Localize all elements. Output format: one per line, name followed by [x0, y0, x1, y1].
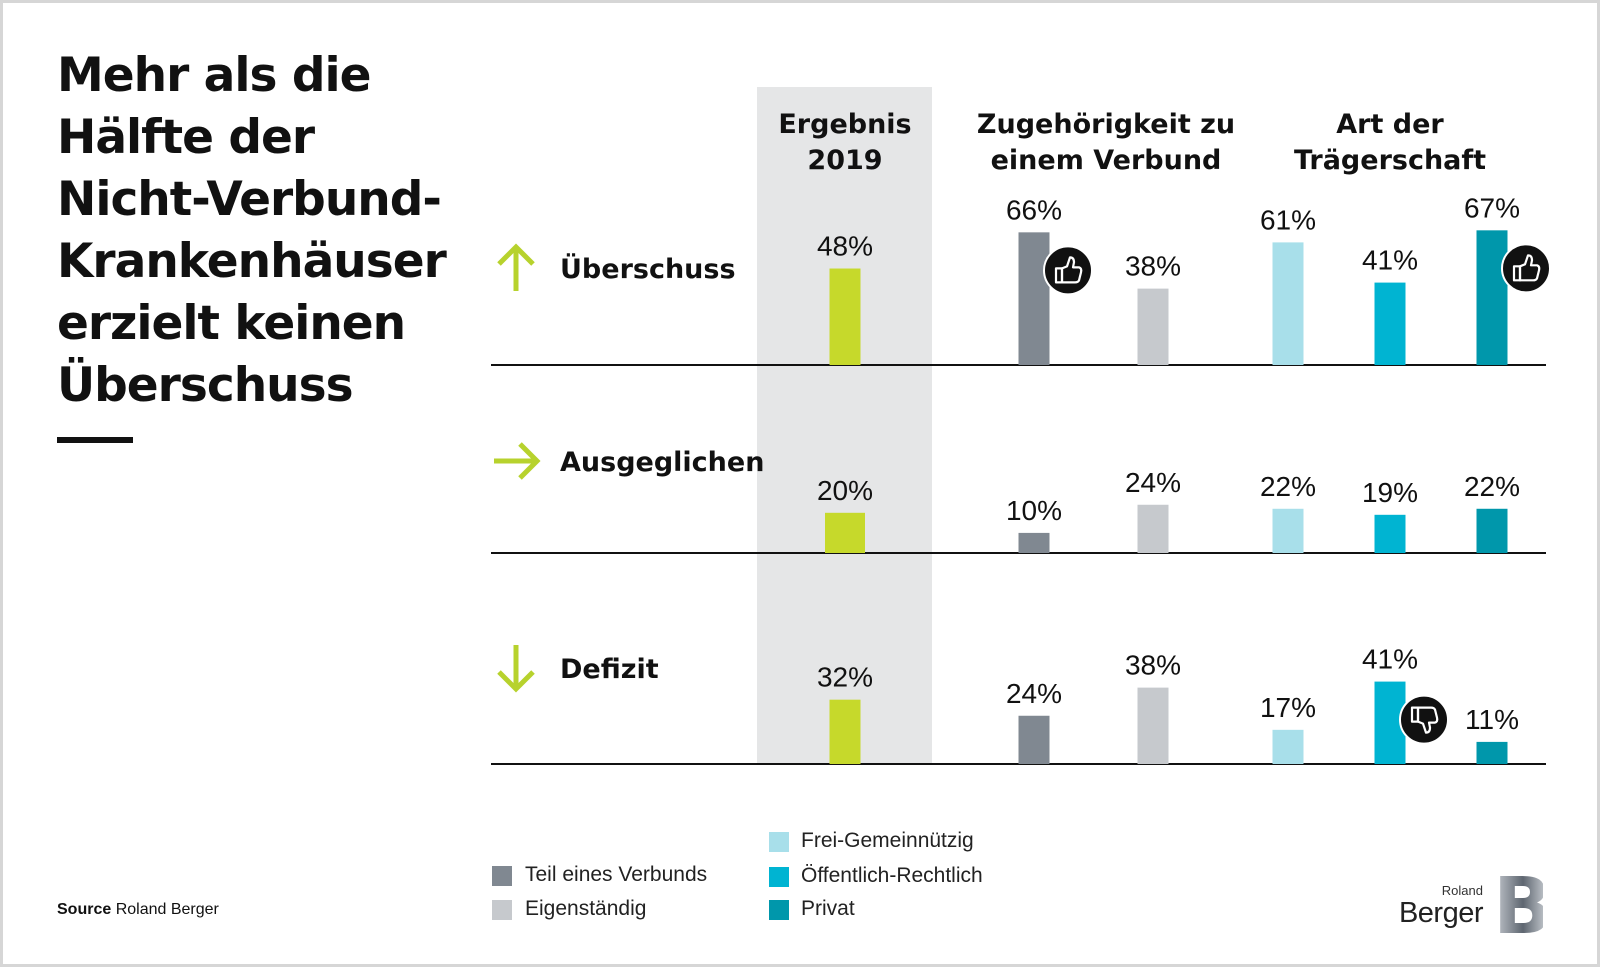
value-label-überschuss-2: 66% — [1006, 194, 1062, 225]
value-label-ausgeglichen-4: 22% — [1260, 471, 1316, 502]
row-label-defizit: Defizit — [560, 654, 659, 685]
value-label-defizit-5: 41% — [1362, 644, 1418, 675]
legend-label-1: Teil eines Verbunds — [525, 863, 708, 886]
arrow-up-icon — [497, 243, 535, 291]
arrow-head — [497, 670, 535, 693]
source-note: Source Roland Berger — [57, 901, 219, 919]
bar-defizit-4 — [1272, 729, 1304, 764]
value-label-ausgeglichen-5: 19% — [1362, 477, 1418, 508]
thumbs-down-icon — [1399, 694, 1449, 745]
bar-defizit-2 — [1018, 715, 1050, 764]
bar-ausgeglichen-3 — [1137, 504, 1169, 553]
thumbs-up-icon — [1501, 243, 1551, 294]
legend-label-4: Öffentlich-Rechtlich — [801, 864, 983, 887]
value-label-defizit-2: 24% — [1006, 678, 1062, 709]
legend-swatch-3 — [769, 832, 789, 852]
bar-überschuss-4 — [1272, 242, 1304, 365]
source-text: Roland Berger — [115, 901, 219, 918]
arrow-right-icon — [494, 442, 541, 480]
thumb-hand — [1416, 706, 1439, 734]
legend-swatch-1 — [492, 866, 512, 886]
group-header-1-line-2: 2019 — [807, 145, 882, 176]
value-label-überschuss-6: 67% — [1464, 192, 1520, 223]
logo-mark: B — [1493, 862, 1553, 952]
bar-überschuss-5 — [1374, 282, 1406, 365]
thumb-glyph — [1054, 256, 1083, 284]
thumbs-up-icon — [1043, 245, 1093, 296]
thumb-glyph — [1410, 706, 1439, 734]
bar-defizit-3 — [1137, 687, 1169, 764]
source-label: Source — [57, 901, 112, 918]
badge-circle — [1501, 243, 1551, 294]
headline: Mehr als die Hälfte der Nicht-Verbund-Kr… — [57, 48, 447, 413]
legend-swatch-5 — [769, 900, 789, 920]
value-label-defizit-1: 32% — [817, 662, 873, 693]
group-header-3-line-2: Trägerschaft — [1294, 145, 1486, 176]
legend-label-2: Eigenständig — [525, 897, 647, 920]
badge-circle — [1399, 694, 1449, 745]
arrow-head — [518, 442, 541, 480]
bar-ausgeglichen-5 — [1374, 514, 1406, 553]
value-label-ausgeglichen-3: 24% — [1125, 467, 1181, 498]
value-label-überschuss-5: 41% — [1362, 245, 1418, 276]
arrow-head — [497, 243, 535, 266]
thumb-hand — [1518, 254, 1541, 282]
value-label-überschuss-3: 38% — [1125, 251, 1181, 282]
value-label-defizit-3: 38% — [1125, 650, 1181, 681]
value-label-defizit-6: 11% — [1465, 704, 1519, 735]
value-label-defizit-4: 17% — [1260, 692, 1316, 723]
bar-überschuss-3 — [1137, 288, 1169, 365]
row-label-überschuss: Überschuss — [560, 252, 736, 285]
row-label-ausgeglichen: Ausgeglichen — [560, 447, 764, 478]
badge-circle — [1043, 245, 1093, 296]
logo-line1: Roland — [1441, 883, 1483, 898]
bar-defizit-1 — [829, 699, 861, 764]
bar-überschuss-6 — [1476, 230, 1508, 365]
roland-berger-logo: Roland Berger B — [1397, 862, 1553, 952]
legend-label-5: Privat — [801, 897, 855, 920]
chart: Ergebnis 2019 Zugehörigkeit zu einem Verbun… — [491, 87, 1551, 765]
thumb-glyph — [1512, 254, 1541, 282]
bar-überschuss-1 — [829, 268, 861, 365]
headline-underline — [57, 437, 133, 443]
legend-swatch-4 — [769, 867, 789, 887]
value-label-überschuss-1: 48% — [817, 231, 873, 262]
value-label-überschuss-4: 61% — [1260, 204, 1316, 235]
group-header-2-line-2: einem Verbund — [991, 145, 1222, 176]
arrow-down-icon — [497, 645, 535, 693]
thumb-hand — [1060, 256, 1083, 284]
group-header-2-line-1: Zugehörigkeit zu — [977, 109, 1235, 140]
group-header-1-line-1: Ergebnis — [778, 109, 911, 140]
bar-ausgeglichen-4 — [1272, 508, 1304, 553]
legend-swatch-2 — [492, 900, 512, 920]
bar-defizit-6 — [1476, 741, 1508, 764]
value-label-ausgeglichen-6: 22% — [1464, 471, 1520, 502]
bar-überschuss-2 — [1018, 232, 1050, 365]
legend-label-3: Frei-Gemeinnützig — [801, 829, 974, 852]
bar-ausgeglichen-1 — [825, 512, 865, 553]
ergebnis-highlight-band — [757, 87, 932, 764]
logo-line2: Berger — [1398, 897, 1484, 929]
value-label-ausgeglichen-2: 10% — [1006, 495, 1062, 526]
bar-ausgeglichen-2 — [1018, 532, 1050, 553]
group-header-3-line-1: Art der — [1336, 109, 1444, 140]
bar-ausgeglichen-6 — [1476, 508, 1508, 553]
value-label-ausgeglichen-1: 20% — [817, 475, 873, 506]
